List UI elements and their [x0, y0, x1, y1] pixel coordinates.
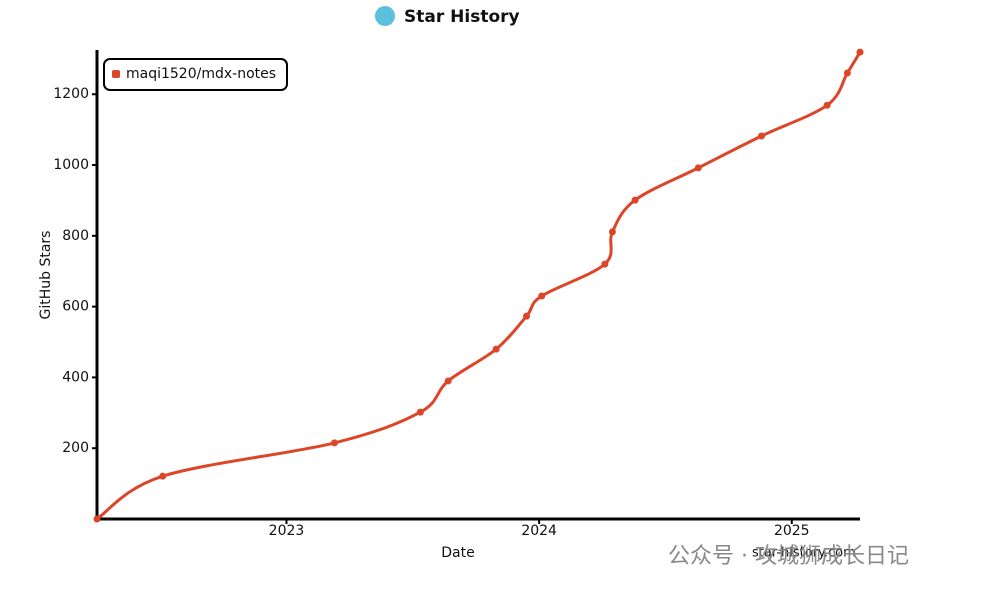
y-axis-label: GitHub Stars — [38, 231, 54, 320]
y-tick-label: 1200 — [53, 86, 89, 102]
data-point — [523, 312, 531, 320]
data-point — [601, 260, 609, 268]
logo — [375, 6, 395, 26]
y-tick-label: 400 — [62, 369, 89, 385]
data-point — [444, 377, 452, 385]
x-tick-label: 2024 — [521, 523, 557, 539]
chart-title: Star History — [404, 7, 520, 27]
data-point — [93, 515, 101, 523]
data-point — [330, 439, 338, 447]
x-axis-label: Date — [441, 545, 474, 561]
y-tick-label: 200 — [62, 440, 89, 456]
y-tick-label: 600 — [62, 299, 89, 315]
data-point — [538, 292, 546, 300]
x-tick-label: 2025 — [774, 523, 810, 539]
data-point — [694, 164, 702, 172]
data-point — [856, 48, 864, 56]
x-tick-label: 2023 — [269, 523, 305, 539]
legend-swatch — [112, 70, 120, 78]
data-point — [631, 196, 639, 204]
data-point — [843, 69, 851, 77]
data-point — [823, 101, 831, 109]
data-point — [608, 228, 616, 236]
legend-label: maqi1520/mdx-notes — [126, 66, 276, 82]
data-point — [757, 132, 765, 140]
data-point — [159, 472, 167, 480]
watermark: star-history.com — [752, 546, 856, 561]
overlay-watermark: 公众号 · 攻城狮成长日记 — [668, 544, 909, 569]
data-point — [416, 408, 424, 416]
y-tick-label: 800 — [62, 228, 89, 244]
legend-box — [103, 58, 288, 91]
series-line — [96, 51, 862, 521]
data-point — [492, 345, 500, 353]
y-tick-label: 1000 — [53, 157, 89, 173]
